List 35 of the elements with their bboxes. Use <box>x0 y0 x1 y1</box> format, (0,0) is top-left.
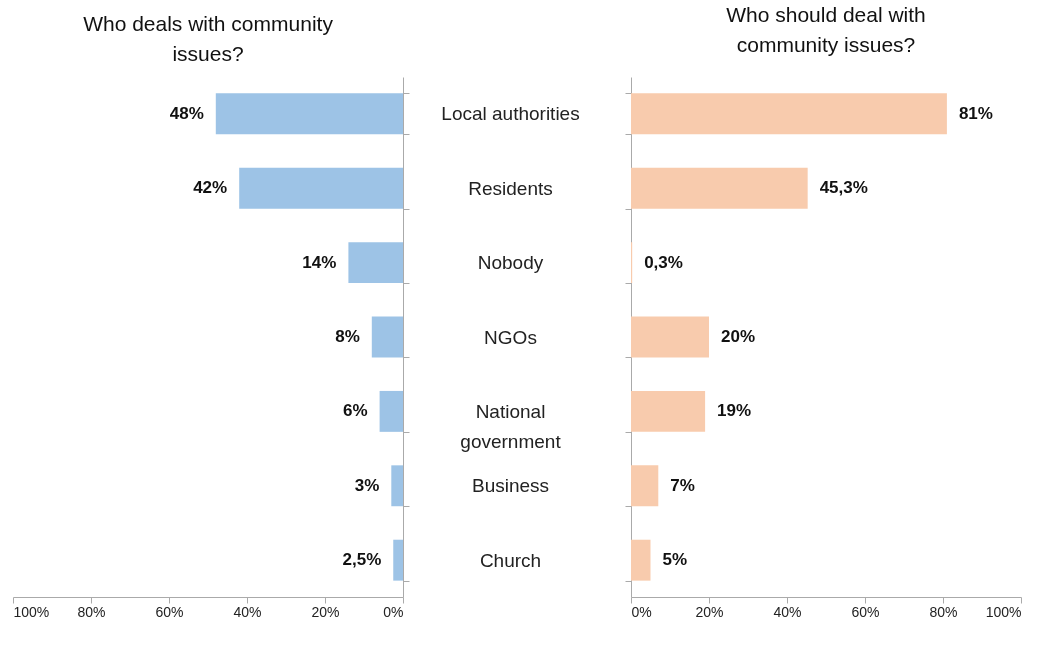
x-tick-label: 20% <box>695 603 724 620</box>
data-label: 5% <box>662 550 688 570</box>
x-tick-label: 100% <box>13 603 50 620</box>
data-label: 81% <box>958 103 993 123</box>
data-label: 0,3% <box>644 252 683 272</box>
x-tick-label: 20% <box>311 603 340 620</box>
x-tick-label: 0% <box>631 603 652 620</box>
data-label: 19% <box>717 401 752 421</box>
x-tick-label: 100% <box>985 603 1022 620</box>
data-label: 3% <box>354 475 380 495</box>
y-tick-label: Local authorities <box>441 103 580 125</box>
data-label: 48% <box>169 103 204 123</box>
y-tick-label: Business <box>471 475 550 497</box>
x-tick-label: 40% <box>233 603 262 620</box>
y-tick-label: Church <box>479 549 542 571</box>
data-label: 20% <box>721 327 756 346</box>
y-tick-label: Nobody <box>477 252 544 274</box>
data-label: 6% <box>343 401 368 421</box>
y-tick-label: NGOs <box>484 326 537 348</box>
x-tick-label: 80% <box>929 603 958 620</box>
x-tick-label: 60% <box>851 603 880 620</box>
data-label: 14% <box>302 252 337 272</box>
data-label: 2,5% <box>342 550 382 570</box>
data-label: 7% <box>670 475 695 495</box>
x-tick-label: 60% <box>155 603 184 620</box>
data-label: 42% <box>193 178 228 198</box>
chart-title: Who deals with community issues? <box>83 12 334 65</box>
data-label: 8% <box>335 327 360 346</box>
data-label: 45,3% <box>819 178 868 198</box>
x-tick-label: 40% <box>773 603 802 620</box>
y-tick-label: National government <box>460 400 562 452</box>
y-tick-label: Residents <box>468 177 553 199</box>
x-tick-label: 0% <box>383 603 404 620</box>
chart-title: Who should deal with community issues? <box>726 3 926 56</box>
x-tick-label: 80% <box>77 603 106 620</box>
